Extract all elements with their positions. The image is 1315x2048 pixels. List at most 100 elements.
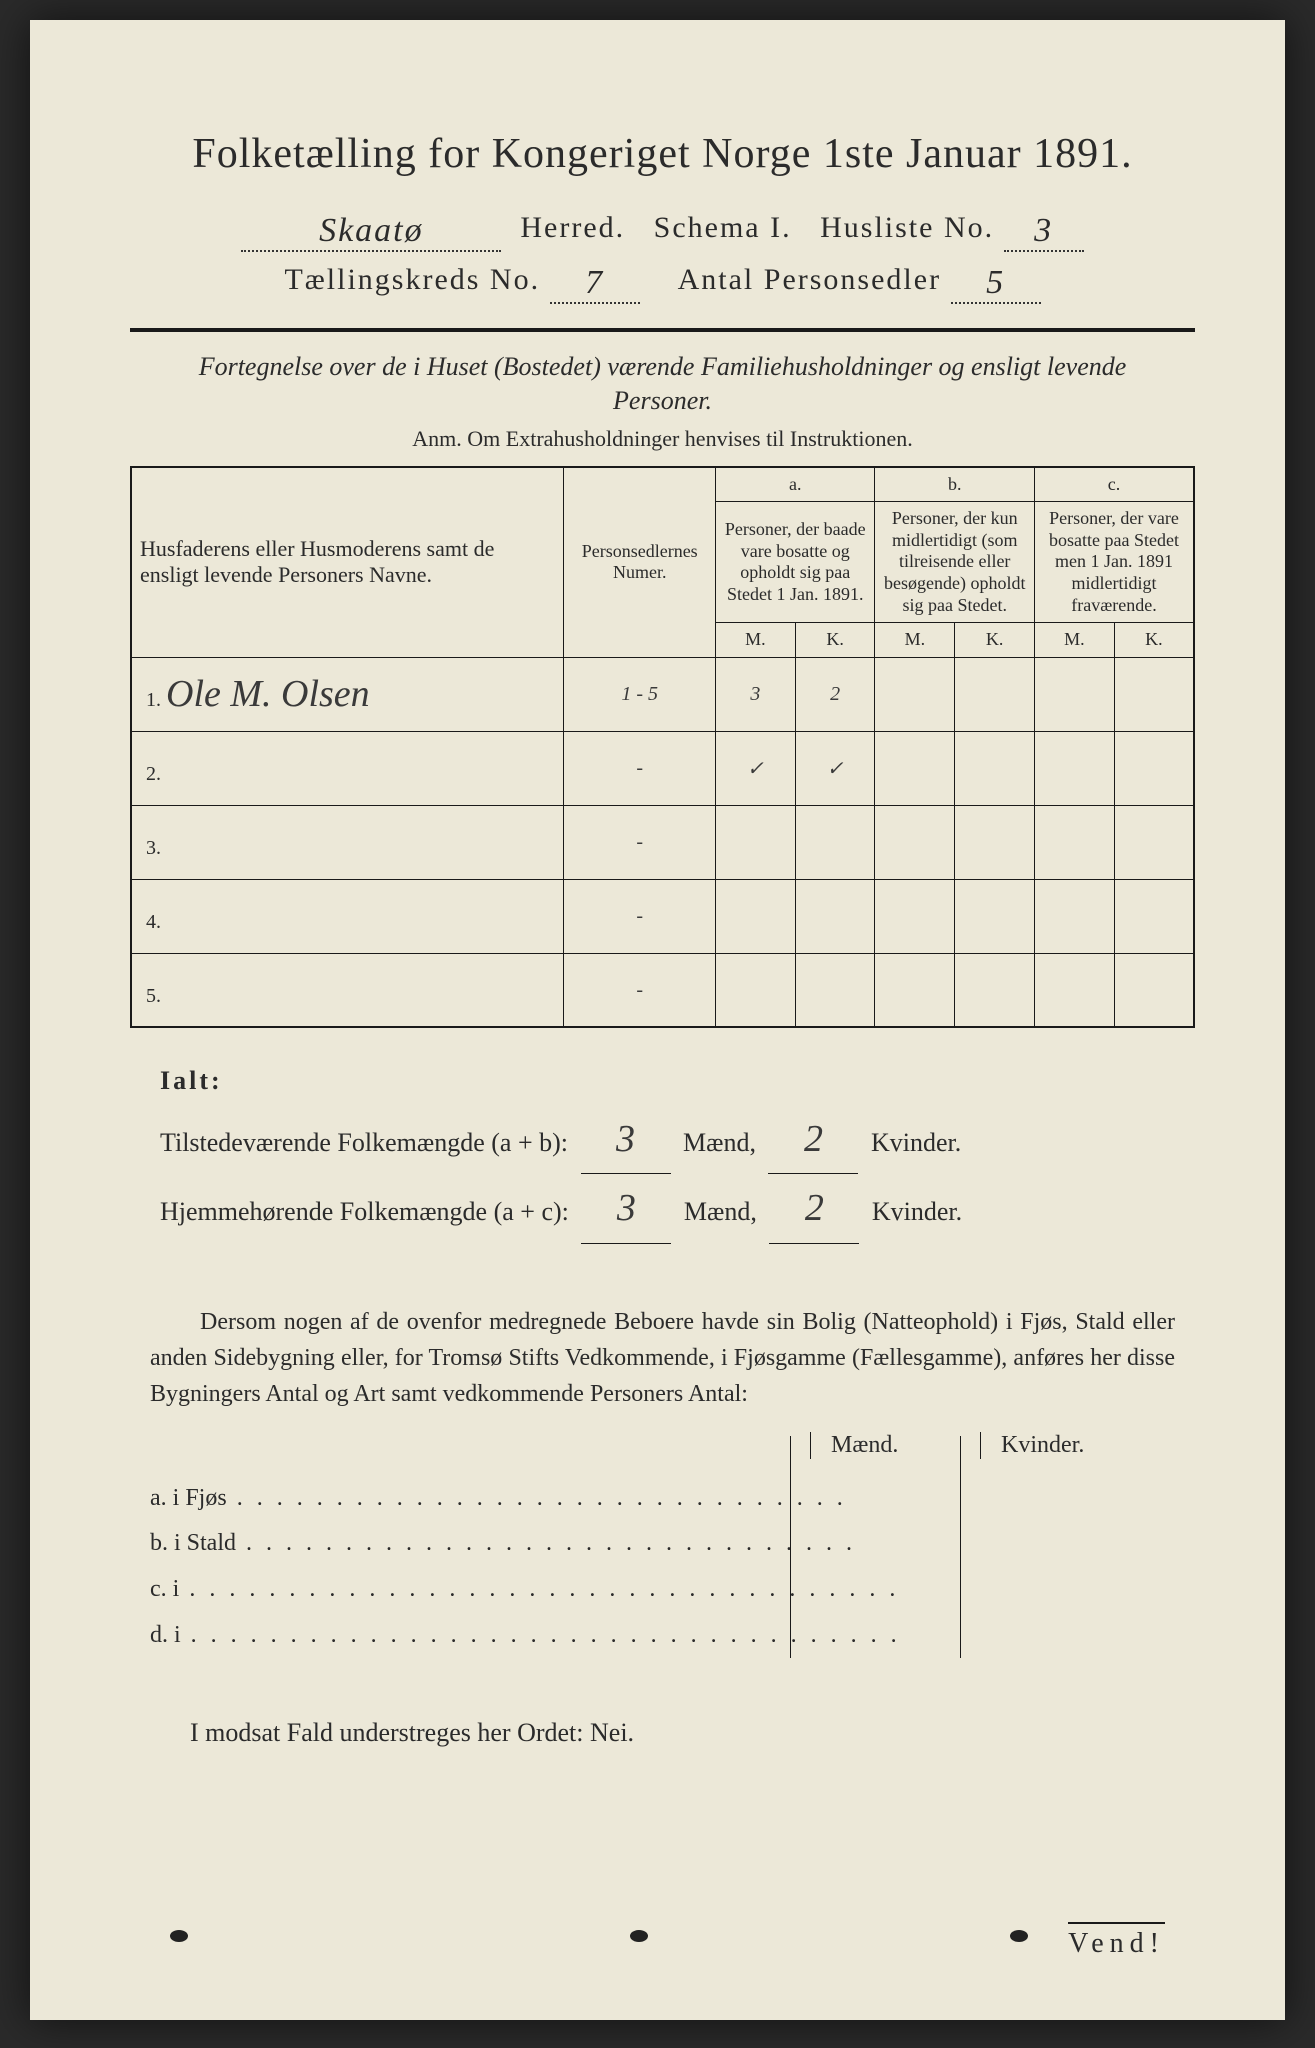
cell-num: -: [564, 879, 716, 953]
cell-bK: [955, 805, 1035, 879]
th-name: Husfaderens eller Husmoderens samt de en…: [131, 467, 564, 658]
cell-aK: [795, 879, 875, 953]
totals-line-1: Tilstedeværende Folkemængde (a + b): 3 M…: [160, 1105, 1185, 1174]
th-c-label: c.: [1034, 467, 1194, 502]
th-b: Personer, der kun midlertidigt (som tilr…: [875, 502, 1035, 623]
cell-cM: [1034, 731, 1114, 805]
census-form-page: Folketælling for Kongeriget Norge 1ste J…: [30, 20, 1285, 2020]
herred-label: Herred.: [520, 211, 625, 244]
cell-cK: [1114, 953, 1194, 1027]
maend-label-1: Mænd,: [683, 1128, 756, 1157]
household-table: Husfaderens eller Husmoderens samt de en…: [130, 466, 1195, 1029]
kreds-label: Tællingskreds No.: [284, 263, 540, 296]
th-c-k: K.: [1114, 623, 1194, 658]
table-row: 5. -: [131, 953, 1194, 1027]
tilstede-label: Tilstedeværende Folkemængde (a + b):: [160, 1128, 568, 1157]
page-title: Folketælling for Kongeriget Norge 1ste J…: [130, 130, 1195, 178]
th-b-label: b.: [875, 467, 1035, 502]
cell-bK: [955, 731, 1035, 805]
totals-block: Ialt: Tilstedeværende Folkemængde (a + b…: [160, 1058, 1185, 1244]
th-c-m: M.: [1034, 623, 1114, 658]
table-row: 1. Ole M. Olsen1 - 532: [131, 657, 1194, 731]
row-number: 4.: [131, 879, 564, 953]
kreds-no-field: 7: [550, 264, 640, 304]
row-number: 3.: [131, 805, 564, 879]
row-number: 1. Ole M. Olsen: [131, 657, 564, 731]
hjemme-k: 2: [769, 1174, 859, 1243]
row-a: a. i Fjøs . . . . . . . . . . . . . . . …: [150, 1476, 1175, 1522]
cell-cK: [1114, 805, 1194, 879]
th-c: Personer, der vare bosatte paa Stedet me…: [1034, 502, 1194, 623]
divider: [130, 328, 1195, 332]
header-line-2: Tællingskreds No. 7 Antal Personsedler 5: [130, 260, 1195, 300]
cell-cM: [1034, 805, 1114, 879]
nei-line: I modsat Fald understreges her Ordet: Ne…: [190, 1718, 1175, 1748]
cell-cM: [1034, 879, 1114, 953]
th-name-text: Husfaderens eller Husmoderens samt de en…: [140, 536, 494, 587]
hjemme-m: 3: [581, 1174, 671, 1243]
cell-num: -: [564, 805, 716, 879]
antal-label: Antal Personsedler: [678, 263, 941, 296]
cell-cM: [1034, 953, 1114, 1027]
punch-mark: [170, 1930, 188, 1942]
cell-bM: [875, 953, 955, 1027]
punch-mark: [1010, 1930, 1028, 1942]
cell-cK: [1114, 879, 1194, 953]
table-row: 2. -✓✓: [131, 731, 1194, 805]
kvinder-label-2: Kvinder.: [872, 1197, 962, 1226]
cell-aM: 3: [715, 657, 795, 731]
row-b: b. i Stald . . . . . . . . . . . . . . .…: [150, 1521, 1175, 1567]
th-b-m: M.: [875, 623, 955, 658]
table-row: 4. -: [131, 879, 1194, 953]
hjemme-label: Hjemmehørende Folkemængde (a + c):: [160, 1197, 569, 1226]
row-number: 5.: [131, 953, 564, 1027]
th-num: Personsedlernes Numer.: [564, 467, 716, 658]
kvinder-col: Kvinder.: [980, 1432, 1084, 1459]
th-a-k: K.: [795, 623, 875, 658]
cell-aM: [715, 879, 795, 953]
cell-bM: [875, 657, 955, 731]
totals-line-2: Hjemmehørende Folkemængde (a + c): 3 Mæn…: [160, 1174, 1185, 1243]
th-a-m: M.: [715, 623, 795, 658]
row-c: c. i . . . . . . . . . . . . . . . . . .…: [150, 1567, 1175, 1613]
husliste-no-field: 3: [1004, 212, 1084, 252]
ialt-label: Ialt:: [160, 1058, 1185, 1105]
kvinder-label-1: Kvinder.: [871, 1128, 961, 1157]
cell-aK: 2: [795, 657, 875, 731]
cell-num: -: [564, 953, 716, 1027]
vend-label: Vend!: [1068, 1922, 1165, 1960]
cell-bK: [955, 879, 1035, 953]
cell-bK: [955, 657, 1035, 731]
anm-note: Anm. Om Extrahusholdninger henvises til …: [130, 426, 1195, 452]
cell-bM: [875, 805, 955, 879]
cell-bM: [875, 731, 955, 805]
cell-aM: [715, 953, 795, 1027]
cell-aK: [795, 953, 875, 1027]
cell-aK: ✓: [795, 731, 875, 805]
maend-label-2: Mænd,: [684, 1197, 757, 1226]
subtitle: Fortegnelse over de i Huset (Bostedet) v…: [150, 350, 1175, 418]
cell-num: -: [564, 731, 716, 805]
row-number: 2.: [131, 731, 564, 805]
th-a-label: a.: [715, 467, 875, 502]
sub-list: a. i Fjøs . . . . . . . . . . . . . . . …: [150, 1476, 1175, 1658]
cell-cM: [1034, 657, 1114, 731]
husliste-label: Husliste No.: [820, 211, 994, 244]
herred-field: Skaatø: [241, 212, 501, 252]
cell-aK: [795, 805, 875, 879]
th-a: Personer, der baade vare bosatte og opho…: [715, 502, 875, 623]
maend-col: Mænd.: [810, 1432, 898, 1459]
cell-aM: ✓: [715, 731, 795, 805]
cell-bM: [875, 879, 955, 953]
schema-label: Schema I.: [654, 211, 792, 244]
mk-header: Mænd. Kvinder.: [150, 1432, 1175, 1472]
tilstede-m: 3: [581, 1105, 671, 1174]
cell-aM: [715, 805, 795, 879]
table-row: 3. -: [131, 805, 1194, 879]
row-d: d. i . . . . . . . . . . . . . . . . . .…: [150, 1613, 1175, 1659]
header-line-1: Skaatø Herred. Schema I. Husliste No. 3: [130, 208, 1195, 248]
tilstede-k: 2: [768, 1105, 858, 1174]
punch-mark: [630, 1930, 648, 1942]
cell-cK: [1114, 657, 1194, 731]
cell-bK: [955, 953, 1035, 1027]
